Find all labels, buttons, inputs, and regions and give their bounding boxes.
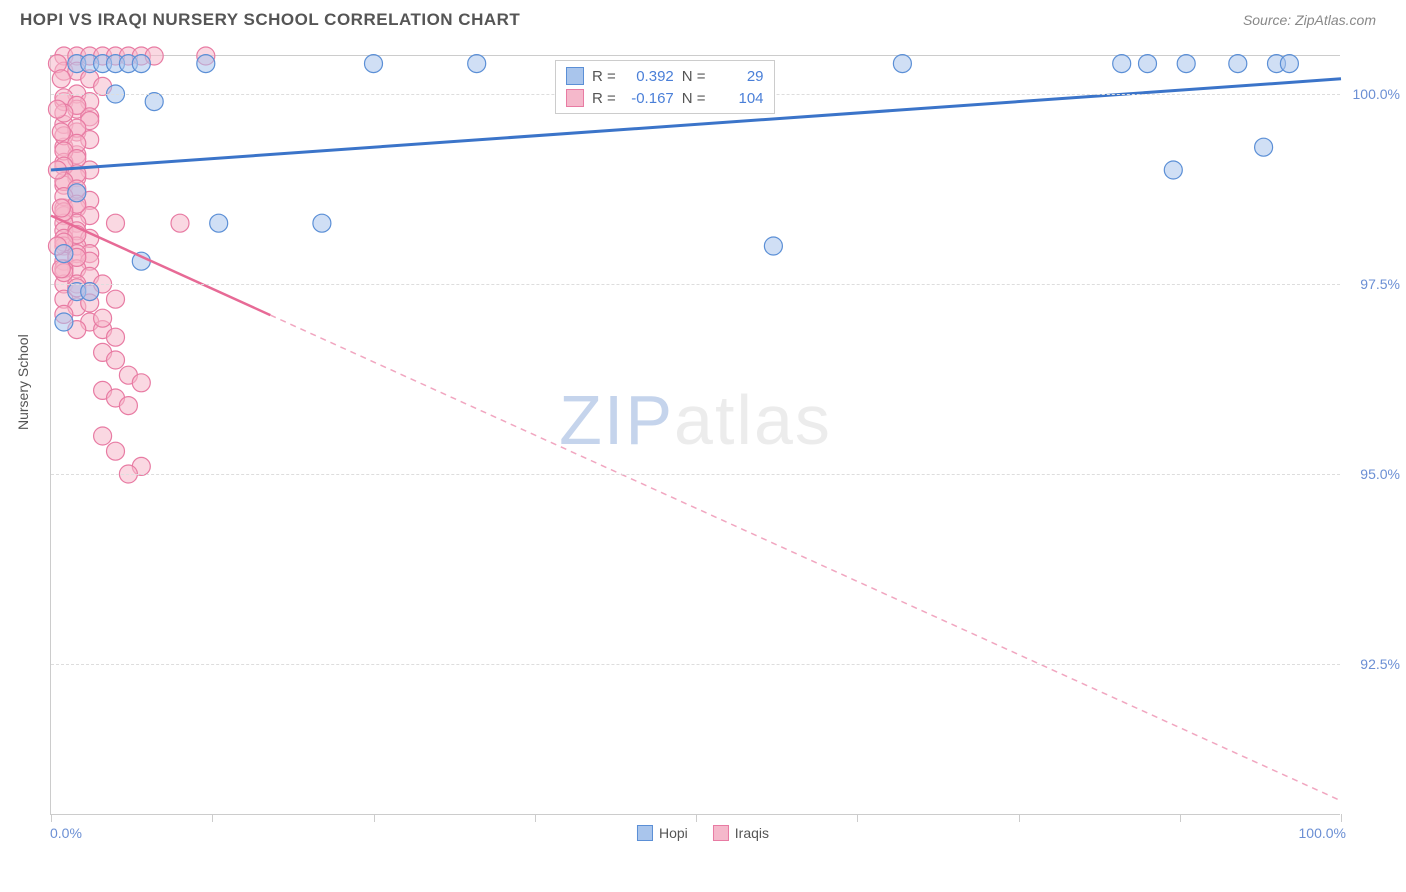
stats-r-hopi: 0.392 [624,68,674,85]
y-axis-label: Nursery School [15,334,31,430]
stats-row-iraqis: R = -0.167 N = 104 [566,87,764,109]
stats-r-iraqis: -0.167 [624,90,674,107]
stats-swatch-hopi [566,67,584,85]
stats-n-label: N = [682,68,706,85]
legend-label-iraqis: Iraqis [735,825,769,841]
legend-label-hopi: Hopi [659,825,688,841]
y-tick-label: 95.0% [1360,466,1400,482]
stats-n-label: N = [682,90,706,107]
stats-row-hopi: R = 0.392 N = 29 [566,65,764,87]
stats-r-label: R = [592,90,616,107]
stats-r-label: R = [592,68,616,85]
chart-plot-area: ZIPatlas 100.0%97.5%95.0%92.5% [50,55,1340,815]
x-axis-max-label: 100.0% [1299,825,1346,841]
legend-swatch-iraqis [713,825,729,841]
stats-n-iraqis: 104 [714,90,764,107]
y-tick-label: 92.5% [1360,656,1400,672]
y-tick-label: 100.0% [1353,86,1400,102]
x-axis-min-label: 0.0% [50,825,82,841]
stats-box: R = 0.392 N = 29 R = -0.167 N = 104 [555,60,775,114]
chart-title: HOPI VS IRAQI NURSERY SCHOOL CORRELATION… [20,10,520,30]
stats-swatch-iraqis [566,89,584,107]
legend: Hopi Iraqis [637,825,769,841]
stats-n-hopi: 29 [714,68,764,85]
source-attribution: Source: ZipAtlas.com [1243,12,1376,28]
scatter-svg [51,56,1340,814]
legend-swatch-hopi [637,825,653,841]
legend-item-iraqis: Iraqis [713,825,769,841]
legend-item-hopi: Hopi [637,825,688,841]
y-tick-label: 97.5% [1360,276,1400,292]
